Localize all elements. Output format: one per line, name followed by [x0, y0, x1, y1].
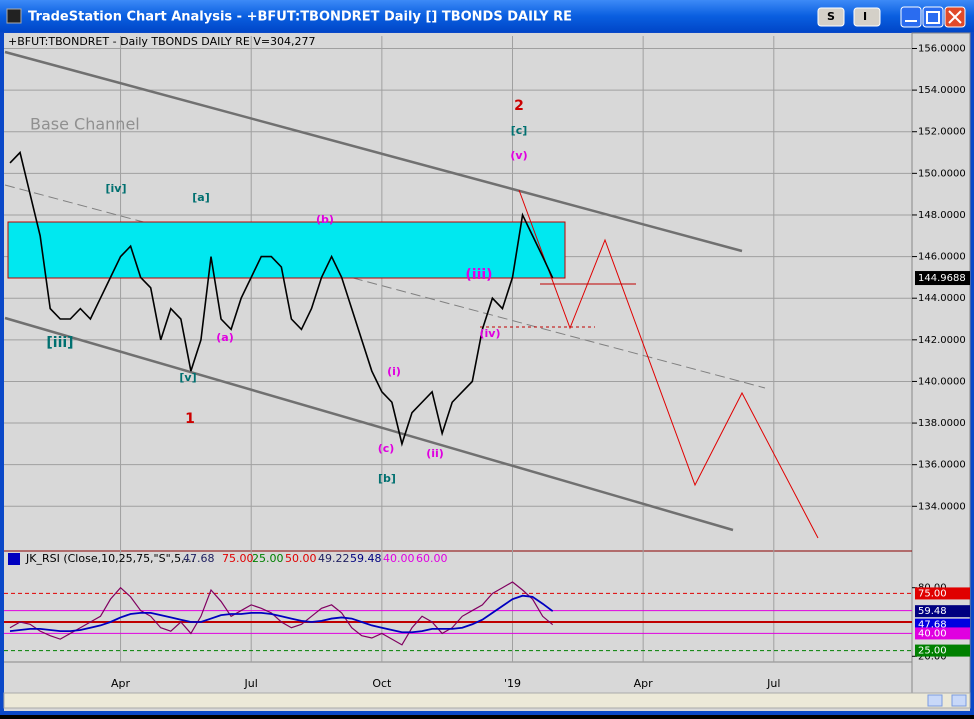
legend-value: 47.68: [183, 552, 215, 565]
wave-label: (iv): [480, 327, 501, 340]
channel-line: [4, 50, 743, 253]
legend-value: 50.00: [285, 552, 317, 565]
x-tick-label: Oct: [372, 677, 392, 690]
last-price-label: 144.9688: [918, 273, 966, 284]
y-tick-label: 152.0000: [918, 127, 966, 138]
value-tag-label: 75.00: [918, 588, 947, 599]
value-tag-label: 25.00: [918, 646, 947, 657]
value-tag: [915, 605, 970, 618]
scroll-button[interactable]: [951, 694, 967, 707]
minimize-button[interactable]: [900, 6, 922, 28]
x-tick-label: Jul: [766, 677, 780, 690]
series-line: [9, 581, 554, 646]
x-tick-label: Apr: [111, 677, 131, 690]
window-glyphs: [905, 10, 962, 24]
y-tick-label: 146.0000: [918, 252, 966, 263]
y-tick-label: 156.0000: [918, 43, 966, 54]
channel-line: [4, 316, 734, 532]
y-tick-label: 144.0000: [918, 293, 966, 304]
app-icon: [6, 8, 22, 24]
y-tick-label: 140.0000: [918, 376, 966, 387]
s-button[interactable]: [817, 7, 845, 27]
legend-value: 49.22: [318, 552, 350, 565]
value-tag-label: 40.00: [918, 628, 947, 639]
i-button[interactable]: [853, 7, 881, 27]
wave-label: (c): [378, 442, 395, 455]
value-tag: [915, 644, 970, 657]
value-tag-label: 59.48: [918, 606, 947, 617]
price-axis: [911, 32, 971, 694]
i-button-label[interactable]: I: [863, 10, 867, 23]
wave-label: [iv]: [106, 182, 127, 195]
value-tag-label: 47.68: [918, 620, 947, 631]
series-line: [9, 594, 554, 634]
x-tick-label: '19: [504, 677, 521, 690]
scroll-button[interactable]: [927, 694, 943, 707]
legend-value: 60.00: [416, 552, 448, 565]
wave-label: Base Channel: [30, 115, 140, 134]
x-tick-label: Jul: [244, 677, 258, 690]
y-tick-label: 150.0000: [918, 168, 966, 179]
resistance-box: [7, 221, 566, 279]
legend-value: 25.00: [252, 552, 284, 565]
wave-label: [iii]: [46, 335, 73, 351]
legend-value: 75.00: [222, 552, 254, 565]
y-tick-label: 136.0000: [918, 460, 966, 471]
wave-label: (ii): [426, 447, 444, 460]
wave-label: (i): [387, 365, 401, 378]
wave-label: 2: [514, 98, 524, 114]
y-tick-label: 148.0000: [918, 210, 966, 221]
legend-value: 59.48: [350, 552, 382, 565]
wave-label: [v]: [179, 371, 196, 384]
value-tag: [915, 587, 970, 600]
wave-label: (v): [510, 149, 527, 162]
x-tick-label: Apr: [634, 677, 654, 690]
y-tick-label: 138.0000: [918, 418, 966, 429]
legend-swatch: [8, 553, 20, 565]
wave-label: [b]: [378, 472, 396, 485]
y-tick-label: 154.0000: [918, 85, 966, 96]
s-button-label[interactable]: S: [827, 10, 835, 23]
last-price-tag: [915, 271, 970, 286]
y-tick-label: 20.00: [918, 651, 947, 662]
wave-label: [a]: [192, 191, 209, 204]
window-title: TradeStation Chart Analysis - +BFUT:TBON…: [28, 10, 572, 25]
scrollbar[interactable]: [3, 692, 971, 709]
wave-label: (b): [316, 213, 334, 226]
wave-label: 1: [185, 411, 195, 427]
y-tick-label: 142.0000: [918, 335, 966, 346]
title-bar: [0, 0, 974, 32]
legend-value: 40.00: [383, 552, 415, 565]
wave-label: [c]: [511, 124, 528, 137]
value-tag: [915, 627, 970, 640]
chart-title: +BFUT:TBONDRET - Daily TBONDS DAILY RE V…: [8, 35, 316, 48]
projection: [518, 189, 819, 539]
series-line: [9, 150, 554, 447]
indicator-title: JK_RSI (Close,10,25,75,"S",5,...: [25, 552, 195, 565]
wave-label: (a): [216, 331, 233, 344]
channel-midline: [4, 184, 766, 389]
y-tick-label: 134.0000: [918, 501, 966, 512]
wave-label: (iii): [465, 267, 492, 283]
chart-area: [4, 33, 970, 711]
